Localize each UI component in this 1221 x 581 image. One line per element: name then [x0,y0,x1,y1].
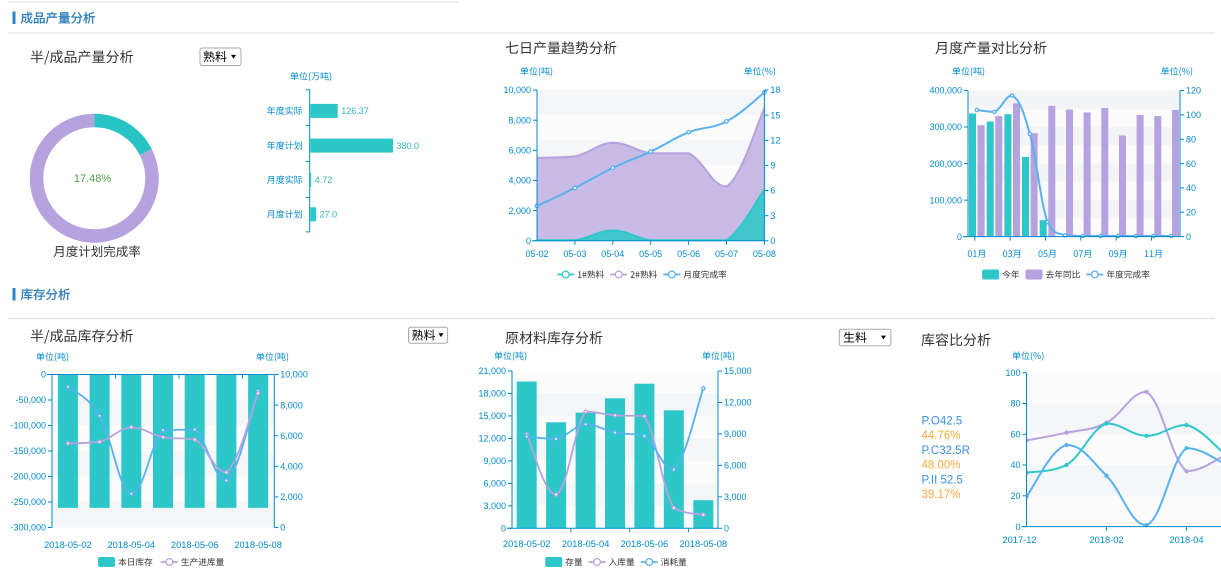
svg-text:4,000: 4,000 [508,176,531,186]
svg-text:2018-02: 2018-02 [1089,535,1123,545]
svg-text:10,000: 10,000 [503,85,531,95]
svg-text:-150,000: -150,000 [10,446,46,456]
svg-text:-200,000: -200,000 [10,472,46,482]
svg-text:380.0: 380.0 [397,141,420,151]
svg-text:05-03: 05-03 [563,249,586,259]
svg-text:300,000: 300,000 [929,122,962,132]
svg-text:6,000: 6,000 [483,479,506,489]
svg-text:2018-05-06: 2018-05-06 [171,540,219,550]
svg-text:P.C32.5R: P.C32.5R [922,445,970,457]
svg-text:2,000: 2,000 [280,492,303,502]
svg-text:6: 6 [770,186,775,196]
svg-text:39.17%: 39.17% [922,489,961,501]
svg-text:2018-05-06: 2018-05-06 [621,539,669,549]
svg-text:2018-05-04: 2018-05-04 [562,539,610,549]
svg-text:100: 100 [1186,110,1201,120]
svg-text:40: 40 [1010,460,1020,470]
svg-text:2,000: 2,000 [508,206,531,216]
svg-text:05-06: 05-06 [677,249,700,259]
svg-text:44.76%: 44.76% [922,430,961,442]
svg-text:P.O42.5: P.O42.5 [922,416,963,428]
svg-text:05-04: 05-04 [601,249,624,259]
svg-text:9: 9 [770,161,775,171]
svg-text:9,000: 9,000 [483,456,506,466]
svg-text:0: 0 [1186,232,1191,242]
svg-text:-50,000: -50,000 [15,395,46,405]
svg-text:3,000: 3,000 [483,501,506,511]
svg-text:100: 100 [1005,368,1020,378]
svg-text:0: 0 [501,524,506,534]
svg-text:2018-05-04: 2018-05-04 [108,540,156,550]
svg-text:21,000: 21,000 [478,366,506,376]
svg-text:27.0: 27.0 [320,210,338,220]
svg-text:20: 20 [1186,207,1196,217]
svg-text:17.48%: 17.48% [74,173,112,185]
svg-text:2017-12: 2017-12 [1002,535,1036,545]
svg-text:2018-05-02: 2018-05-02 [44,540,92,550]
svg-text:4.72: 4.72 [315,175,333,185]
svg-text:0: 0 [1015,522,1020,532]
svg-text:4,000: 4,000 [280,462,303,472]
svg-text:6,000: 6,000 [508,146,531,156]
svg-text:18: 18 [770,85,780,95]
svg-text:80: 80 [1186,134,1196,144]
svg-text:15,000: 15,000 [478,411,506,421]
svg-text:0: 0 [280,523,285,533]
svg-text:15,000: 15,000 [724,366,752,376]
svg-text:0: 0 [957,232,962,242]
svg-text:2018-05-08: 2018-05-08 [680,539,728,549]
svg-text:2018-04: 2018-04 [1169,535,1203,545]
svg-text:80: 80 [1010,399,1020,409]
svg-text:2018-05-02: 2018-05-02 [503,539,551,549]
svg-text:8,000: 8,000 [280,400,303,410]
svg-text:40: 40 [1186,183,1196,193]
svg-text:05-07: 05-07 [715,249,738,259]
svg-text:2018-05-08: 2018-05-08 [234,540,282,550]
svg-text:-300,000: -300,000 [10,523,46,533]
svg-text:200,000: 200,000 [929,159,962,169]
svg-text:12,000: 12,000 [724,398,752,408]
svg-text:-250,000: -250,000 [10,497,46,507]
svg-text:60: 60 [1186,159,1196,169]
svg-text:-100,000: -100,000 [10,421,46,431]
svg-text:3: 3 [770,211,775,221]
svg-text:400,000: 400,000 [929,86,962,96]
svg-text:126.37: 126.37 [341,106,369,116]
svg-text:05-02: 05-02 [525,249,548,259]
svg-text:120: 120 [1186,86,1201,96]
svg-text:48.00%: 48.00% [922,460,961,472]
svg-text:100,000: 100,000 [929,195,962,205]
svg-text:6,000: 6,000 [280,431,303,441]
svg-text:20: 20 [1010,491,1020,501]
svg-text:12,000: 12,000 [478,434,506,444]
svg-text:0: 0 [526,236,531,246]
svg-text:05-08: 05-08 [753,249,776,259]
svg-text:0: 0 [41,370,46,380]
svg-text:0: 0 [724,524,729,534]
svg-text:9,000: 9,000 [724,429,747,439]
svg-text:05-05: 05-05 [639,249,662,259]
svg-text:P.II 52.5: P.II 52.5 [922,474,963,486]
svg-text:12: 12 [770,136,780,146]
svg-text:15: 15 [770,110,780,120]
svg-text:0: 0 [770,236,775,246]
svg-text:18,000: 18,000 [478,389,506,399]
svg-text:10,000: 10,000 [280,370,308,380]
svg-text:60: 60 [1010,430,1020,440]
svg-text:6,000: 6,000 [724,461,747,471]
svg-text:8,000: 8,000 [508,115,531,125]
svg-text:3,000: 3,000 [724,492,747,502]
